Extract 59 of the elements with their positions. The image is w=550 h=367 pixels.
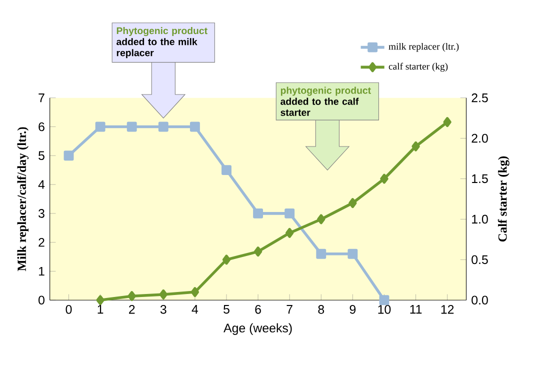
y2-tick-label: 0.5 — [472, 255, 488, 264]
x-tick-label: 10 — [378, 305, 391, 314]
text: Phytogenic product — [116, 27, 208, 36]
point — [284, 208, 295, 218]
y-tick-label: 0 — [38, 296, 44, 305]
y2-tick-label: 0.0 — [472, 296, 488, 305]
y2-axis-title: Calf starter (kg) — [498, 156, 510, 242]
point — [128, 291, 136, 302]
point — [253, 208, 264, 218]
x-tick-label: 0 — [66, 305, 72, 314]
x-tick-label: 9 — [350, 305, 356, 314]
y-tick-label: 5 — [38, 151, 44, 160]
x-tick-label: 1 — [98, 305, 104, 314]
x-tick-label: 8 — [318, 305, 324, 314]
y-tick-label: 6 — [38, 122, 44, 132]
x-tick-label: 12 — [441, 305, 454, 314]
point — [64, 150, 74, 161]
point — [96, 295, 104, 306]
x-tick-label: 4 — [192, 305, 198, 314]
point — [222, 165, 232, 176]
y2-tick-label: 1.0 — [472, 214, 488, 224]
y-tick-label: 7 — [38, 94, 44, 102]
x-axis-title: Age (weeks) — [224, 323, 292, 335]
point — [412, 141, 420, 152]
point — [190, 122, 200, 132]
x-tick-label: 3 — [160, 305, 166, 314]
y-tick-label: 4 — [38, 180, 45, 189]
point — [95, 122, 106, 132]
point — [190, 287, 200, 298]
x-tick-label: 6 — [255, 305, 261, 314]
y-tick-label: 1 — [38, 266, 44, 276]
point — [286, 228, 294, 238]
point — [348, 198, 357, 208]
annotation: added to the calf starter — [280, 98, 359, 116]
x-tick-label: 2 — [129, 305, 135, 314]
legend-label: milk replacer (ltr.) — [388, 42, 459, 52]
point — [222, 254, 231, 265]
point — [254, 246, 262, 257]
text: added to the milk replacer — [116, 38, 198, 58]
point — [348, 248, 358, 259]
x-tick-label: 5 — [224, 305, 230, 314]
point — [126, 122, 137, 132]
y2-tick-label: 1.5 — [472, 174, 488, 184]
x-tick-label: 11 — [410, 305, 422, 314]
y-tick-label: 2 — [38, 238, 44, 247]
point — [379, 295, 390, 306]
text: phytogenic product — [280, 86, 371, 96]
x-tick-label: 7 — [286, 305, 292, 314]
point — [158, 122, 168, 132]
point — [380, 174, 388, 184]
y2-tick-label: 2.5 — [472, 93, 488, 102]
y2-tick-label: 2.0 — [472, 134, 488, 143]
y-tick-label: 3 — [38, 209, 44, 218]
point — [317, 214, 326, 224]
legend-label: calf starter (kg) — [388, 62, 448, 72]
point — [159, 290, 168, 300]
point — [443, 117, 452, 128]
point — [316, 248, 326, 259]
y-axis-title: Milk replacer/calf/day (ltr.) — [17, 127, 29, 272]
